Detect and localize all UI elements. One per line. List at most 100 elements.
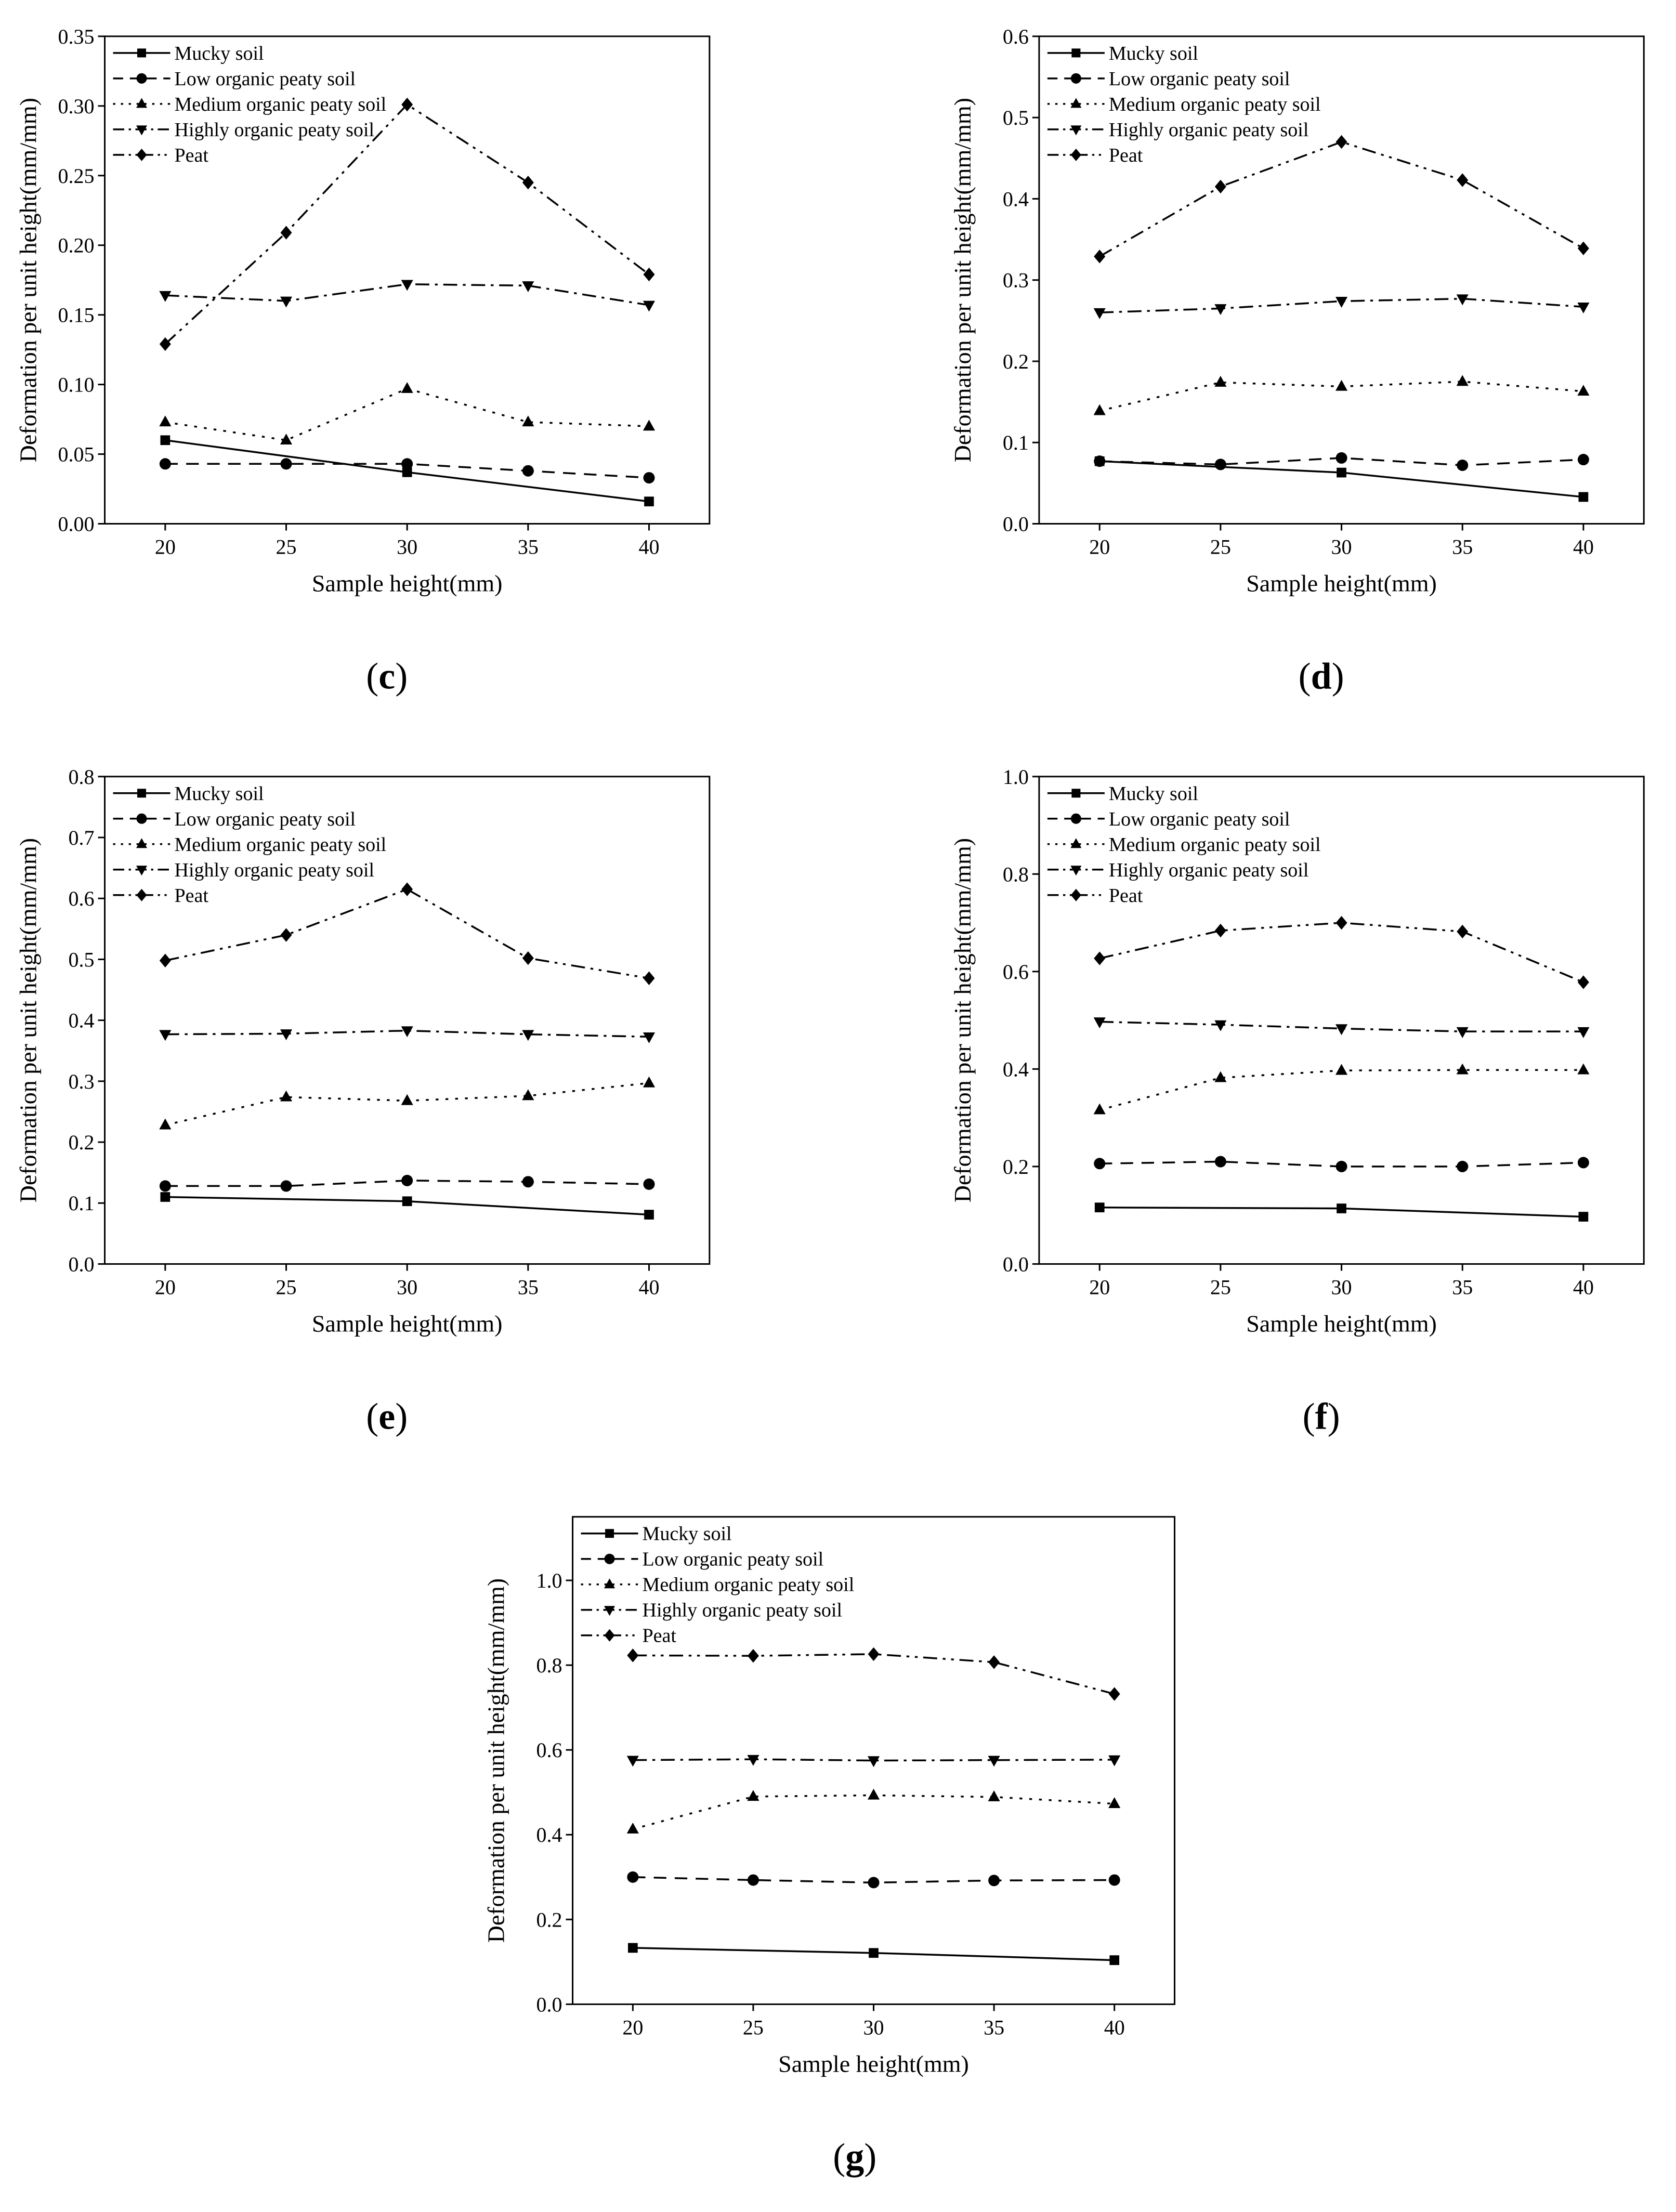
x-tick-label: 35 (1452, 1275, 1473, 1299)
legend-label: Mucky soil (643, 1523, 732, 1545)
legend-marker (1070, 813, 1081, 824)
legend-marker (1070, 125, 1082, 136)
series-point (280, 226, 292, 240)
series-point (522, 281, 534, 293)
series-line-4 (1099, 1020, 1583, 1032)
legend-label: Mucky soil (175, 43, 264, 64)
x-tick-label: 30 (863, 2015, 884, 2039)
y-tick-label: 0.5 (1003, 106, 1029, 129)
series-point (867, 1788, 880, 1800)
y-tick-label: 0.6 (69, 887, 95, 910)
x-tick-label: 40 (1573, 535, 1594, 559)
x-tick-label: 25 (743, 2015, 764, 2039)
series-point (1337, 1203, 1346, 1213)
series-point (747, 1874, 759, 1886)
series-line-3 (165, 387, 649, 441)
series-point (1456, 1063, 1469, 1075)
legend-marker (1071, 789, 1081, 798)
series-point (643, 420, 656, 431)
series-point (522, 1089, 534, 1101)
legend-label: Highly organic peaty soil (1109, 119, 1309, 141)
series-point (1577, 1063, 1590, 1075)
chart-panel-c: 0.00 0.05 0.10 0.15 0.20 0.25 0.30 0.35 20 25 30 35… (15, 25, 711, 697)
x-axis-title: Sample height(mm) (312, 570, 503, 597)
y-tick-label: 0.2 (536, 1908, 562, 1931)
series-point (280, 458, 292, 470)
x-tick-label: 40 (638, 1275, 659, 1299)
legend-marker (136, 888, 147, 901)
series-point (1214, 304, 1227, 316)
legend-label: Highly organic peaty soil (175, 119, 375, 141)
chart-panel-g: 0.0 0.2 0.4 0.6 0.8 1.0 20 25 30 35 40 Sample heigh… (483, 1516, 1175, 2177)
series-point (280, 1090, 293, 1102)
series-line-5 (633, 1653, 1115, 1695)
series-line-4 (1099, 297, 1583, 313)
legend-label: Highly organic peaty soil (175, 859, 375, 881)
series-point (1577, 1157, 1589, 1169)
y-tick-label: 0.5 (69, 948, 95, 971)
legend-marker (604, 1553, 615, 1564)
x-tick-label: 40 (638, 535, 659, 559)
x-tick-label: 35 (984, 2015, 1004, 2039)
legend-label: Peat (1109, 145, 1143, 166)
y-tick-label: 0.2 (1003, 1155, 1029, 1179)
y-tick-label: 0.4 (1003, 1057, 1029, 1081)
series-line-3 (632, 1794, 1115, 1830)
y-tick-label: 0.2 (69, 1131, 95, 1154)
series-point (522, 1030, 534, 1041)
x-tick-label: 20 (622, 2015, 643, 2039)
y-tick-label: 0.4 (69, 1009, 95, 1032)
y-tick-label: 0.0 (1003, 1252, 1029, 1276)
series-point (627, 1648, 639, 1663)
series-line-5 (1099, 141, 1584, 257)
series-point (1335, 452, 1347, 464)
panel-letter: g (845, 2136, 864, 2177)
legend-label: Highly organic peaty soil (1109, 859, 1309, 881)
y-tick-label: 0.0 (69, 1252, 95, 1276)
series-point (401, 458, 413, 470)
y-tick-label: 0.4 (1003, 187, 1029, 211)
y-tick-label: 0.00 (58, 513, 95, 536)
legend-label: Peat (1109, 885, 1143, 907)
series-line-3 (1099, 1069, 1583, 1111)
legend-marker (136, 125, 147, 136)
series-point (1214, 1156, 1226, 1168)
series-point (1335, 1024, 1348, 1036)
series-line-1 (1099, 460, 1584, 498)
legend-marker (137, 48, 146, 58)
legend-marker (136, 838, 147, 848)
series-point (159, 1030, 172, 1041)
x-tick-label: 20 (155, 535, 176, 559)
y-tick-label: 0.7 (69, 826, 95, 849)
panel-letter: d (1311, 656, 1332, 697)
legend-marker (136, 98, 147, 108)
series-point (1577, 1027, 1590, 1038)
panel-caption: (e) (366, 1395, 408, 1437)
series-point (1108, 1874, 1120, 1886)
series-point (1578, 1212, 1589, 1222)
panel-letter: f (1315, 1395, 1328, 1437)
series-point (1335, 915, 1347, 930)
series-point (988, 1655, 1000, 1669)
y-tick-label: 0.0 (1003, 513, 1029, 536)
y-tick-label: 0.8 (536, 1654, 562, 1677)
series-point (1456, 375, 1469, 386)
series-point (159, 291, 172, 302)
series-point (1109, 1955, 1120, 1965)
series-point (1093, 1103, 1106, 1115)
legend-label: Peat (643, 1625, 677, 1647)
series-point (1457, 173, 1469, 187)
legend-marker (1070, 148, 1081, 161)
series-point (1214, 459, 1226, 470)
y-tick-label: 0.15 (58, 304, 95, 327)
series-point (522, 465, 534, 477)
series-point (1094, 1202, 1105, 1213)
series-point (1577, 975, 1589, 989)
legend-label: Low organic peaty soil (643, 1549, 824, 1570)
x-tick-label: 30 (1331, 535, 1352, 559)
y-tick-label: 0.8 (69, 765, 95, 789)
series-point (1093, 404, 1106, 415)
series-point (1093, 308, 1106, 319)
series-point (868, 1877, 880, 1889)
x-tick-label: 35 (1452, 535, 1473, 559)
